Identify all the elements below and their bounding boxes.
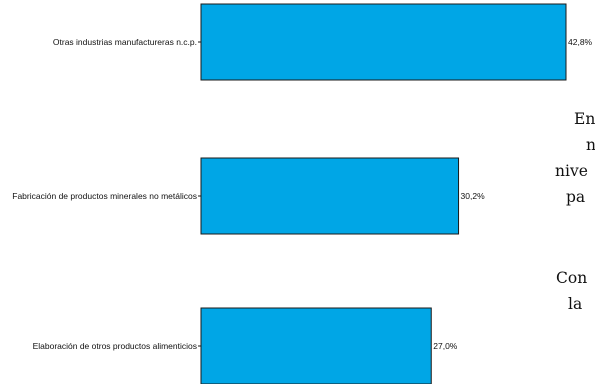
bar-1 (200, 3, 567, 81)
side-text-line-2: n (586, 136, 595, 154)
bars-layer: Otras industrias manufactureras n.c.p. 42… (12, 3, 593, 384)
side-text-line-6: la (568, 295, 583, 313)
side-text-line-3: nive (555, 162, 588, 180)
category-label-2: Fabricación de productos minerales no me… (12, 191, 197, 201)
value-label-2: 30,2% (461, 191, 486, 201)
side-text-line-1: En (574, 110, 595, 128)
bar-3 (200, 307, 432, 384)
side-text-line-5: Con (556, 269, 588, 287)
side-text-line-4: pa (566, 188, 586, 206)
category-label-3: Elaboración de otros productos alimentic… (33, 341, 197, 351)
value-label-3: 27,0% (433, 341, 458, 351)
bar-2 (200, 157, 460, 235)
category-label-1: Otras industrias manufactureras n.c.p. (53, 37, 197, 47)
value-label-1: 42,8% (568, 37, 593, 47)
